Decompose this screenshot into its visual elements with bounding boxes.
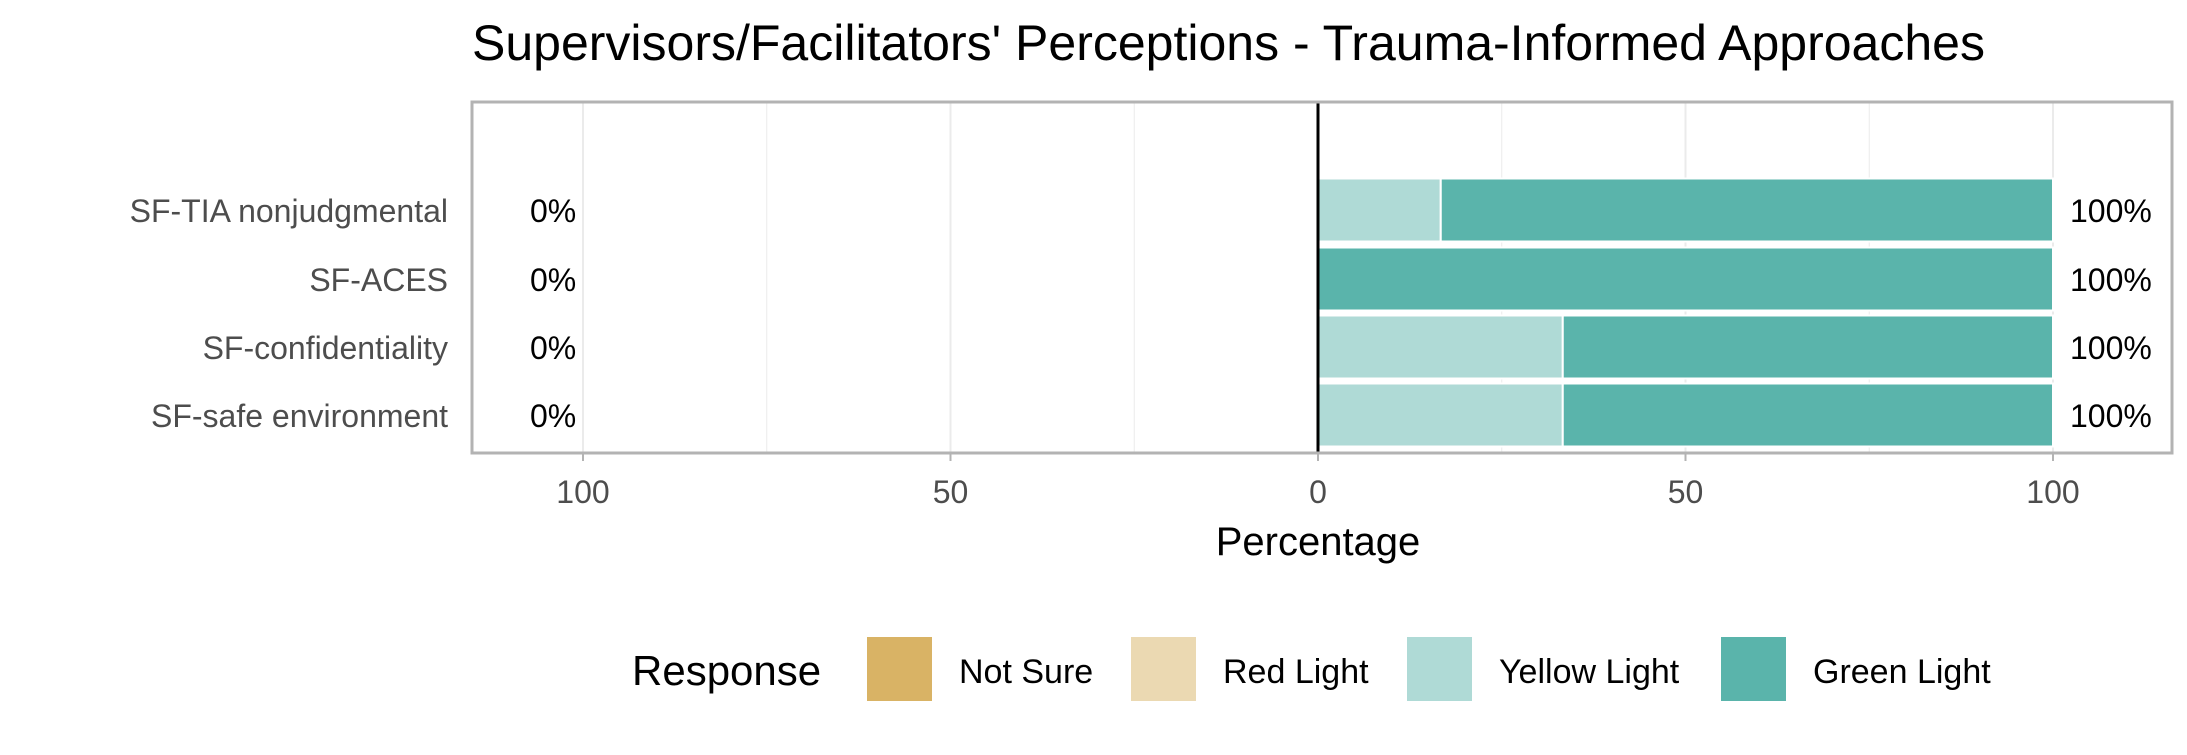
x-axis-title: Percentage — [1216, 520, 1421, 564]
legend-item-red-light: Red Light — [1129, 635, 1369, 703]
bar-green-light — [1561, 382, 2054, 448]
legend-item-green-light: Green Light — [1719, 635, 1991, 703]
legend-label: Green Light — [1813, 653, 1991, 691]
bar-green-light — [1439, 177, 2054, 243]
x-tick-label: 50 — [933, 474, 969, 510]
chart-title: Supervisors/Facilitators' Perceptions - … — [472, 15, 1985, 71]
x-tick-label: 50 — [1668, 474, 1704, 510]
axis-layer: 100 50 0 50 100 — [556, 453, 2080, 510]
legend-key — [1719, 635, 1788, 703]
legend-title: Response — [632, 647, 821, 694]
left-percent-label: 0% — [530, 262, 576, 298]
labels-layer: SF-TIA nonjudgmental 0% 100% SF-ACES 0% 100% S… — [130, 193, 2152, 434]
right-percent-label: 100% — [2070, 262, 2152, 298]
legend-key — [865, 635, 934, 703]
x-tick-label: 100 — [2026, 474, 2079, 510]
category-label: SF-confidentiality — [203, 330, 448, 366]
bar-green-light — [1317, 246, 2054, 312]
bar-yellow-light — [1317, 382, 1564, 448]
left-percent-label: 0% — [530, 193, 576, 229]
x-tick-label: 0 — [1309, 474, 1327, 510]
legend-key — [1129, 635, 1198, 703]
legend-key — [1405, 635, 1474, 703]
x-tick-label: 100 — [556, 474, 609, 510]
legend-label: Yellow Light — [1499, 653, 1680, 691]
left-percent-label: 0% — [530, 398, 576, 434]
bar-yellow-light — [1317, 177, 1442, 243]
bars-layer — [1317, 177, 2054, 448]
bar-green-light — [1561, 314, 2054, 380]
category-label: SF-safe environment — [151, 398, 448, 434]
right-percent-label: 100% — [2070, 330, 2152, 366]
left-percent-label: 0% — [530, 330, 576, 366]
legend-label: Not Sure — [959, 653, 1093, 691]
legend: Response Not Sure Red Light Yellow Light Gre… — [632, 635, 1991, 703]
right-percent-label: 100% — [2070, 193, 2152, 229]
category-label: SF-TIA nonjudgmental — [130, 193, 448, 229]
legend-item-yellow-light: Yellow Light — [1405, 635, 1680, 703]
panel-border — [470, 100, 2174, 455]
legend-label: Red Light — [1223, 653, 1369, 691]
right-percent-label: 100% — [2070, 398, 2152, 434]
category-label: SF-ACES — [309, 262, 448, 298]
legend-item-not-sure: Not Sure — [865, 635, 1093, 703]
bar-yellow-light — [1317, 314, 1564, 380]
